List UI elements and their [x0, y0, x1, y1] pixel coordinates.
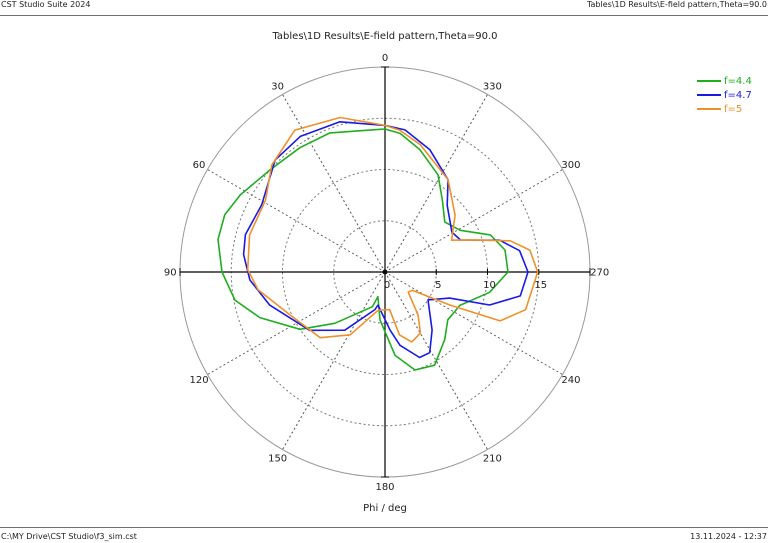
legend-item-f4-7: f=4.7	[697, 88, 752, 102]
header-divider	[0, 15, 768, 16]
angle-tick-label: 60	[193, 160, 206, 171]
angle-tick-label: 0	[382, 53, 388, 64]
legend-item-f5: f=5	[697, 102, 752, 116]
angular-grid-spoke	[282, 271, 386, 450]
angular-grid-spoke	[384, 94, 488, 273]
angular-grid-spoke	[207, 169, 386, 273]
radial-tick-label: 10	[483, 280, 496, 291]
angle-tick-label: 210	[483, 453, 502, 464]
angle-tick-label: 90	[164, 268, 177, 279]
legend-swatch	[697, 80, 721, 82]
footer-divider	[0, 527, 768, 528]
series-curve-f-5	[246, 116, 539, 343]
angle-tick-label: 120	[189, 375, 208, 386]
angle-tick-label: 240	[561, 375, 580, 386]
angle-tick-label: 300	[561, 160, 580, 171]
radial-tick-label: 0	[384, 280, 390, 291]
chart-title: Tables\1D Results\E-field pattern,Theta=…	[272, 31, 498, 42]
legend-label: f=4.7	[724, 89, 752, 101]
result-path: Tables\1D Results\E-field pattern,Theta=…	[586, 0, 767, 9]
angle-tick-label: 270	[590, 268, 609, 279]
angle-tick-label: 150	[268, 453, 287, 464]
series-curve-f-4-4	[217, 128, 509, 371]
radial-tick-label: 15	[534, 280, 547, 291]
app-title: CST Studio Suite 2024	[1, 0, 91, 9]
angular-grid-spoke	[282, 94, 386, 273]
center-marker	[382, 269, 388, 275]
file-path: C:\MY Drive\CST Studio\f3_sim.cst	[1, 532, 137, 541]
legend: f=4.4 f=4.7 f=5	[697, 74, 752, 116]
angle-tick-label: 180	[375, 482, 394, 493]
legend-swatch	[697, 94, 721, 96]
legend-swatch	[697, 108, 721, 110]
plot-curves	[217, 116, 539, 371]
legend-item-f4-4: f=4.4	[697, 74, 752, 88]
angular-grid-spoke	[207, 271, 386, 375]
legend-label: f=5	[724, 103, 743, 115]
angle-tick-label: 330	[483, 82, 502, 93]
angle-tick-label: 30	[271, 82, 284, 93]
legend-label: f=4.4	[724, 75, 752, 87]
x-axis-label: Phi / deg	[363, 503, 407, 514]
timestamp: 13.11.2024 - 12:37	[690, 532, 767, 541]
radial-tick-label: 5	[435, 280, 441, 291]
axis-labels: 0 30 60 90 120 150 180 210 240 270 300 330 0 5 10 15	[164, 53, 609, 493]
